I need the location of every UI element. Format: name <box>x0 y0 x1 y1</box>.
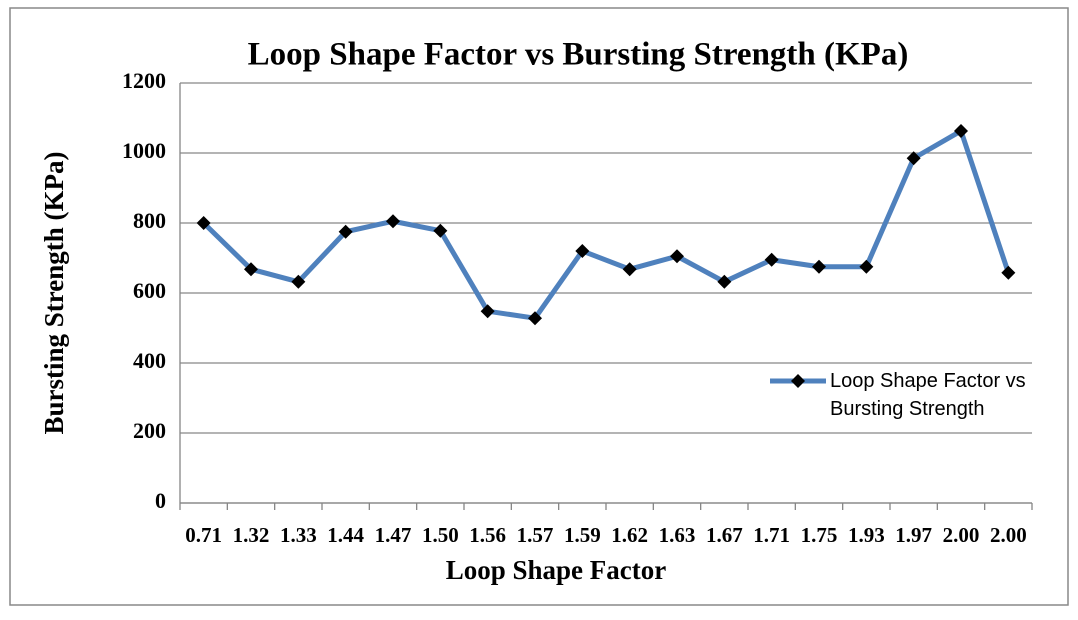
x-tick-label: 1.63 <box>659 523 696 547</box>
data-point <box>338 224 353 239</box>
data-point <box>480 304 495 319</box>
y-tick-label: 1200 <box>122 68 166 93</box>
x-tick-label: 1.50 <box>422 523 459 547</box>
data-point <box>433 223 448 238</box>
x-tick-label: 1.62 <box>611 523 648 547</box>
x-axis-label: Loop Shape Factor <box>446 555 667 585</box>
x-tick-label: 1.67 <box>706 523 743 547</box>
data-point <box>528 311 542 326</box>
x-tick-label: 1.75 <box>801 523 838 547</box>
data-point <box>622 262 637 277</box>
data-point <box>764 252 779 267</box>
legend-label: Loop Shape Factor vs Bursting Strength <box>830 370 1026 420</box>
x-tick-label: 0.71 <box>185 523 222 547</box>
y-tick-label: 1000 <box>122 138 166 163</box>
legend-marker <box>791 374 805 388</box>
data-point <box>386 214 400 229</box>
x-tick-label: 1.44 <box>327 523 364 547</box>
data-point <box>717 274 732 289</box>
x-tick-label: 1.32 <box>233 523 270 547</box>
x-tick-label: 1.59 <box>564 523 601 547</box>
x-tick-label: 2.00 <box>943 523 980 547</box>
chart-border <box>9 7 1069 606</box>
y-axis-label: Bursting Strength (KPa) <box>39 151 69 434</box>
y-tick-label: 200 <box>133 418 166 443</box>
x-tick-label: 1.93 <box>848 523 885 547</box>
y-tick-label: 400 <box>133 348 166 373</box>
x-tick-label: 1.33 <box>280 523 317 547</box>
data-point <box>575 244 590 258</box>
data-point <box>954 123 968 138</box>
x-tick-label: 2.00 <box>990 523 1027 547</box>
x-tick-label: 1.71 <box>753 523 790 547</box>
data-point <box>906 151 921 166</box>
series-line <box>201 128 1011 321</box>
chart-title: Loop Shape Factor vs Bursting Strength (… <box>248 37 909 73</box>
data-point <box>1001 265 1016 280</box>
data-point <box>291 274 306 289</box>
x-tick-label: 1.57 <box>517 523 554 547</box>
data-point <box>859 259 874 274</box>
data-point <box>670 249 684 264</box>
y-tick-label: 0 <box>155 488 166 513</box>
data-point <box>244 262 258 277</box>
y-tick-label: 800 <box>133 208 166 233</box>
data-point <box>196 216 211 230</box>
x-tick-label: 1.56 <box>469 523 506 547</box>
data-point <box>812 259 826 274</box>
y-tick-label: 600 <box>133 278 166 303</box>
x-tick-label: 1.97 <box>895 523 932 547</box>
x-tick-label: 1.47 <box>375 523 412 547</box>
